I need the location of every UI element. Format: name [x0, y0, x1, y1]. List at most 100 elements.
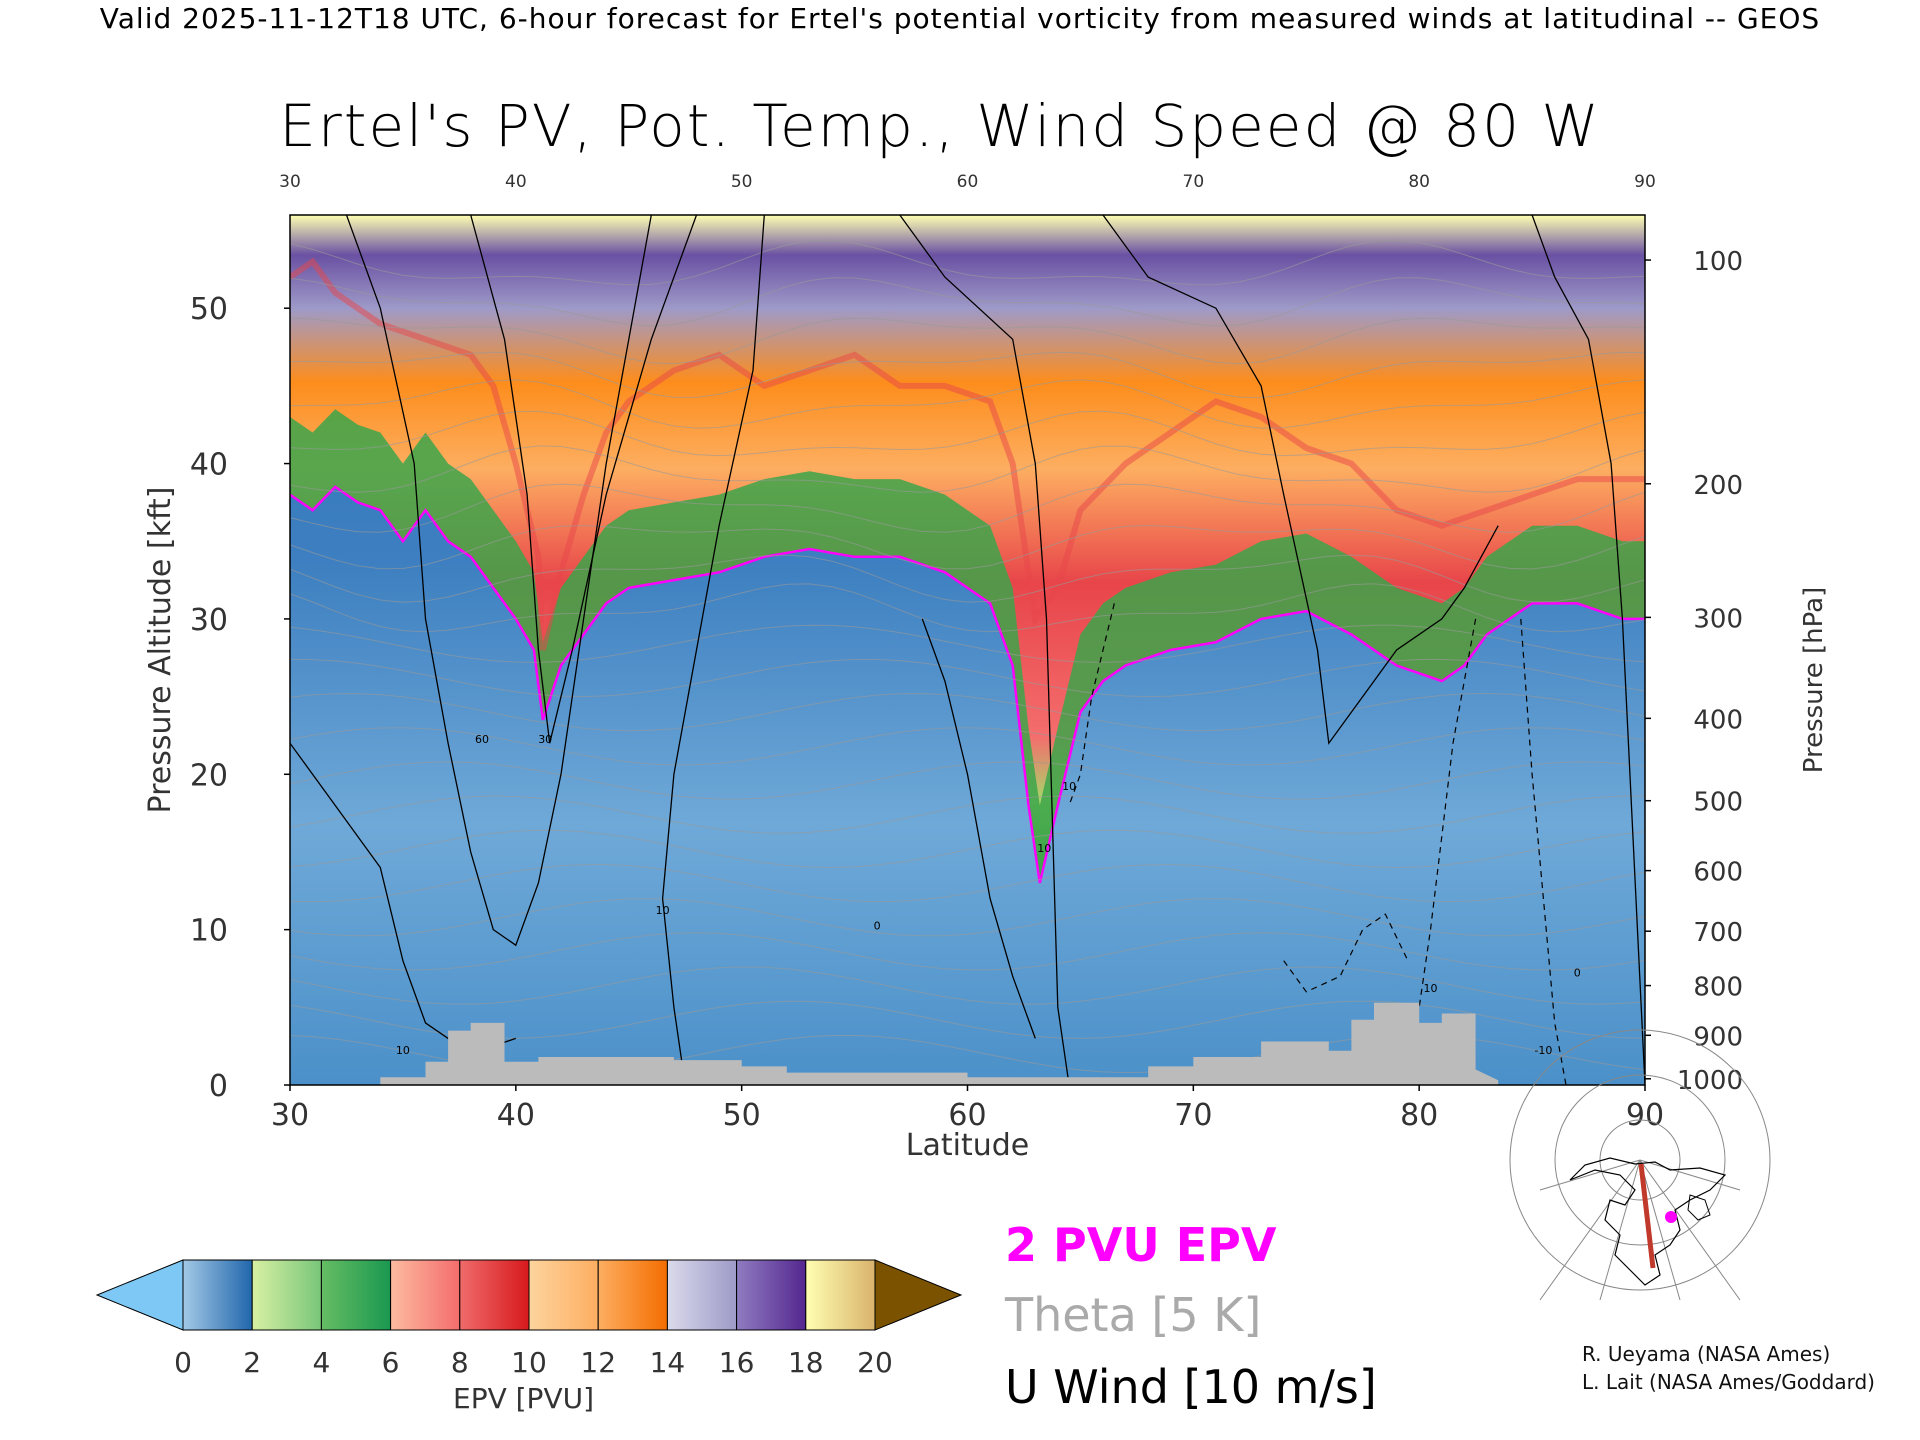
- colorbar-bin: [320, 1259, 392, 1331]
- x-top-tick-label: 80: [1408, 172, 1430, 192]
- y-axis-right-label: Pressure [hPa]: [1799, 587, 1829, 774]
- colorbar-tick-label: 2: [243, 1346, 261, 1379]
- colorbar-tick-label: 0: [174, 1346, 192, 1379]
- u-wind-contour-negative: [1418, 618, 1477, 1008]
- pressure-tick-label: 1000: [1677, 1066, 1743, 1096]
- theta-contour: [290, 761, 1645, 800]
- northern-hemisphere-map-icon: [1509, 1029, 1771, 1301]
- theta-contour: [290, 692, 1645, 732]
- x-tick-label: 50: [723, 1098, 761, 1133]
- theta-contour: [290, 624, 1645, 663]
- colorbar-bin: [666, 1259, 738, 1331]
- terrain-fill: [380, 1002, 1499, 1085]
- stratosphere-red-core: [290, 257, 1645, 651]
- pressure-tick-label: 400: [1693, 705, 1743, 735]
- theta-contour: [290, 727, 1645, 766]
- theta-contour: [290, 554, 1645, 603]
- x-tick-label: 90: [1626, 1098, 1664, 1133]
- chart-title: Ertel's PV, Pot. Temp., Wind Speed @ 80 …: [279, 92, 1601, 160]
- u-wind-contour-negative: [1283, 913, 1409, 993]
- legend-u-wind: U Wind [10 m/s]: [1005, 1360, 1377, 1414]
- y-tick-label: 50: [190, 292, 228, 327]
- colorbar-bin: [805, 1259, 876, 1331]
- colorbar-bin: [182, 1259, 253, 1331]
- colorbar-label: EPV [PVU]: [453, 1382, 595, 1415]
- pressure-tick-label: 500: [1693, 788, 1743, 818]
- y-tick-label: 30: [190, 603, 228, 638]
- colorbar-tick-label: 10: [511, 1346, 547, 1379]
- y-tick-label: 40: [190, 448, 228, 483]
- x-top-tick-label: 50: [731, 172, 753, 192]
- pv-2pvu-line: [290, 485, 1645, 884]
- u-wind-contour-negative: [1520, 618, 1567, 1085]
- u-wind-label: 10: [1037, 842, 1051, 855]
- x-tick-label: 80: [1400, 1098, 1438, 1133]
- theta-contour: [290, 277, 1645, 327]
- theta-contour: [290, 932, 1645, 971]
- colorbar-bin: [597, 1259, 668, 1331]
- x-top-tick-label: 70: [1183, 172, 1205, 192]
- x-tick-label: 40: [497, 1098, 535, 1133]
- theta-contour: [290, 351, 1645, 399]
- theta-contour: [290, 524, 1645, 570]
- terrain: [380, 1002, 1499, 1085]
- u-wind-contour: [661, 215, 765, 1085]
- x-top-tick-label: 60: [957, 172, 979, 192]
- colorbar-under-arrow: [95, 1259, 184, 1331]
- theta-contour: [290, 239, 1645, 286]
- theta-contour: [290, 583, 1645, 633]
- axes: 3030404050506060707080809090010203040501…: [143, 172, 1829, 1163]
- theta-contour: [290, 795, 1645, 834]
- theta-contour: [290, 966, 1645, 1005]
- u-wind-contours: 30 60 10 10 0 0 10 10 10 -10: [290, 215, 1645, 1085]
- u-wind-label: 0: [1574, 966, 1581, 979]
- u-wind-label: 0: [874, 920, 881, 933]
- u-wind-contour: [1531, 215, 1645, 1085]
- x-top-tick-label: 90: [1634, 172, 1656, 192]
- u-wind-label: 60: [475, 733, 489, 746]
- u-wind-contour: [1102, 215, 1499, 745]
- plot-area: 30 60 10 10 0 0 10 10 10 -10: [289, 214, 1646, 1086]
- colorbar-bin: [390, 1259, 461, 1331]
- y-tick-label: 0: [209, 1069, 228, 1104]
- theta-contour: [290, 445, 1645, 493]
- colorbar-bin: [459, 1259, 530, 1331]
- u-wind-contour-negative: [1068, 603, 1115, 806]
- y-tick-label: 10: [190, 914, 228, 949]
- u-wind-label: 10: [1062, 780, 1076, 793]
- colorbar-tick-label: 18: [788, 1346, 824, 1379]
- theta-contour: [290, 829, 1645, 869]
- credit-line-1: R. Ueyama (NASA Ames): [1582, 1342, 1831, 1366]
- u-wind-label: 10: [656, 904, 670, 917]
- x-axis-label: Latitude: [906, 1128, 1029, 1163]
- theta-contour: [290, 898, 1645, 937]
- pv-transition-band: [290, 409, 1645, 883]
- x-top-tick-label: 40: [505, 172, 527, 192]
- theta-contour: [290, 483, 1645, 533]
- y-axis-label: Pressure Altitude [kft]: [143, 487, 178, 814]
- credit-line-2: L. Lait (NASA Ames/Goddard): [1582, 1370, 1875, 1394]
- pressure-tick-label: 800: [1693, 973, 1743, 1003]
- page-header: Valid 2025-11-12T18 UTC, 6-hour forecast…: [99, 2, 1821, 35]
- pressure-tick-label: 100: [1693, 247, 1743, 277]
- u-wind-label: 30: [538, 733, 552, 746]
- theta-contour: [290, 658, 1645, 698]
- colorbar-tick-label: 6: [382, 1346, 400, 1379]
- u-wind-label: 10: [1423, 982, 1437, 995]
- colorbar-tick-label: 8: [451, 1346, 469, 1379]
- x-tick-label: 30: [271, 1098, 309, 1133]
- u-wind-contour: [470, 215, 698, 744]
- theta-contour: [290, 379, 1645, 429]
- colorbar: 0 2 4 6 8 10 12 14 16 18 20: [95, 1259, 963, 1379]
- u-wind-contour: [345, 215, 652, 947]
- x-tick-label: 70: [1174, 1098, 1212, 1133]
- theta-contour: [290, 863, 1645, 903]
- pressure-tick-label: 300: [1693, 604, 1743, 634]
- legend-2pvu-epv: 2 PVU EPV: [1005, 1218, 1277, 1272]
- pressure-tick-label: 200: [1693, 471, 1743, 501]
- x-top-tick-label: 30: [279, 172, 301, 192]
- pressure-tick-label: 900: [1693, 1022, 1743, 1052]
- pressure-tick-label: 700: [1693, 918, 1743, 948]
- colorbar-tick-label: 20: [857, 1346, 893, 1379]
